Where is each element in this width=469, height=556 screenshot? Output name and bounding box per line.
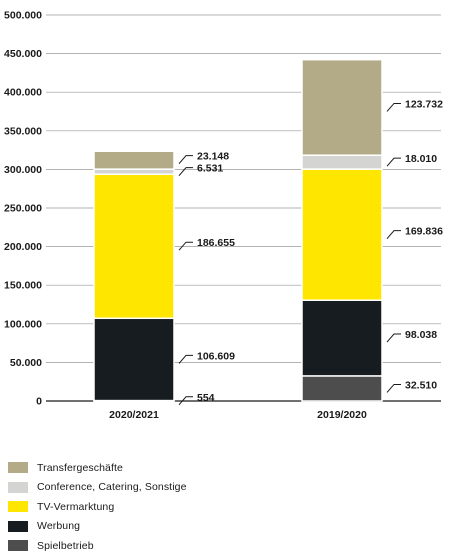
data-label-leader (178, 167, 193, 176)
data-label-leader (178, 396, 193, 406)
y-tick-label: 100.000 (4, 318, 42, 330)
data-label: 18.010 (405, 153, 437, 165)
legend-label: Werbung (37, 520, 81, 533)
y-tick-label: 450.000 (4, 48, 42, 60)
data-label: 6.531 (197, 163, 223, 175)
y-tick-label: 200.000 (4, 241, 42, 253)
y-tick-label: 150.000 (4, 280, 42, 292)
data-label-leader (178, 241, 193, 251)
data-label: 106.609 (197, 350, 235, 362)
category-label: 2020/2021 (109, 409, 159, 421)
y-tick-label: 0 (36, 396, 42, 408)
legend-label: TV-Vermarktung (37, 500, 115, 513)
data-label-leader (386, 102, 401, 112)
legend-swatch (8, 520, 28, 532)
data-label: 23.148 (197, 151, 229, 163)
legend-swatch (8, 501, 28, 513)
legend-item-spielbetrieb: Spielbetrieb (8, 536, 187, 556)
data-label: 554 (197, 392, 215, 404)
bar-segment (93, 317, 175, 402)
bar-segment (93, 173, 175, 320)
legend-label: Spielbetrieb (37, 539, 94, 552)
bars (93, 58, 383, 403)
legend-label: Transfergeschäfte (37, 461, 123, 474)
y-axis-ticks: 0 50.000 100.000 150.000 200.000 250.000 300.0… (4, 10, 42, 408)
bar-segment (301, 154, 383, 170)
y-tick-label: 400.000 (4, 87, 42, 99)
bar-segment (301, 299, 383, 377)
bar-segment (301, 58, 383, 156)
data-label: 186.655 (197, 237, 235, 249)
data-label-leader (386, 333, 401, 343)
legend-swatch (8, 540, 28, 552)
data-label: 169.836 (405, 226, 443, 238)
category-label: 2019/2020 (317, 409, 367, 421)
legend-item-werbung: Werbung (8, 517, 187, 537)
legend-item-conference: Conference, Catering, Sonstige (8, 478, 187, 498)
bar-segment (301, 375, 383, 402)
bar-segment (93, 150, 175, 170)
legend-item-tv-vermarktung: TV-Vermarktung (8, 497, 187, 517)
y-tick-label: 300.000 (4, 164, 42, 176)
data-label: 123.732 (405, 98, 443, 110)
data-label-leader (178, 155, 193, 164)
bar-segment (301, 168, 383, 301)
data-label-leader (386, 157, 401, 167)
legend-label: Conference, Catering, Sonstige (37, 481, 187, 494)
y-tick-label: 250.000 (4, 203, 42, 215)
data-label-leader (386, 230, 401, 239)
y-tick-label: 500.000 (4, 10, 42, 22)
x-axis-categories: 2020/2021 2019/2020 (109, 409, 367, 421)
legend: Transfergeschäfte Conference, Catering, … (8, 458, 187, 556)
legend-swatch (8, 481, 28, 493)
data-label-leader (178, 354, 193, 364)
legend-swatch (8, 462, 28, 474)
data-label-leader (386, 383, 401, 393)
bar-segment (93, 168, 175, 175)
y-tick-label: 350.000 (4, 125, 42, 137)
legend-item-transfergeschaefte: Transfergeschäfte (8, 458, 187, 478)
data-label: 32.510 (405, 379, 437, 391)
y-tick-label: 50.000 (10, 357, 42, 369)
stacked-bar-chart: 0 50.000 100.000 150.000 200.000 250.000 300.0… (4, 10, 443, 422)
data-label: 98.038 (405, 329, 437, 341)
